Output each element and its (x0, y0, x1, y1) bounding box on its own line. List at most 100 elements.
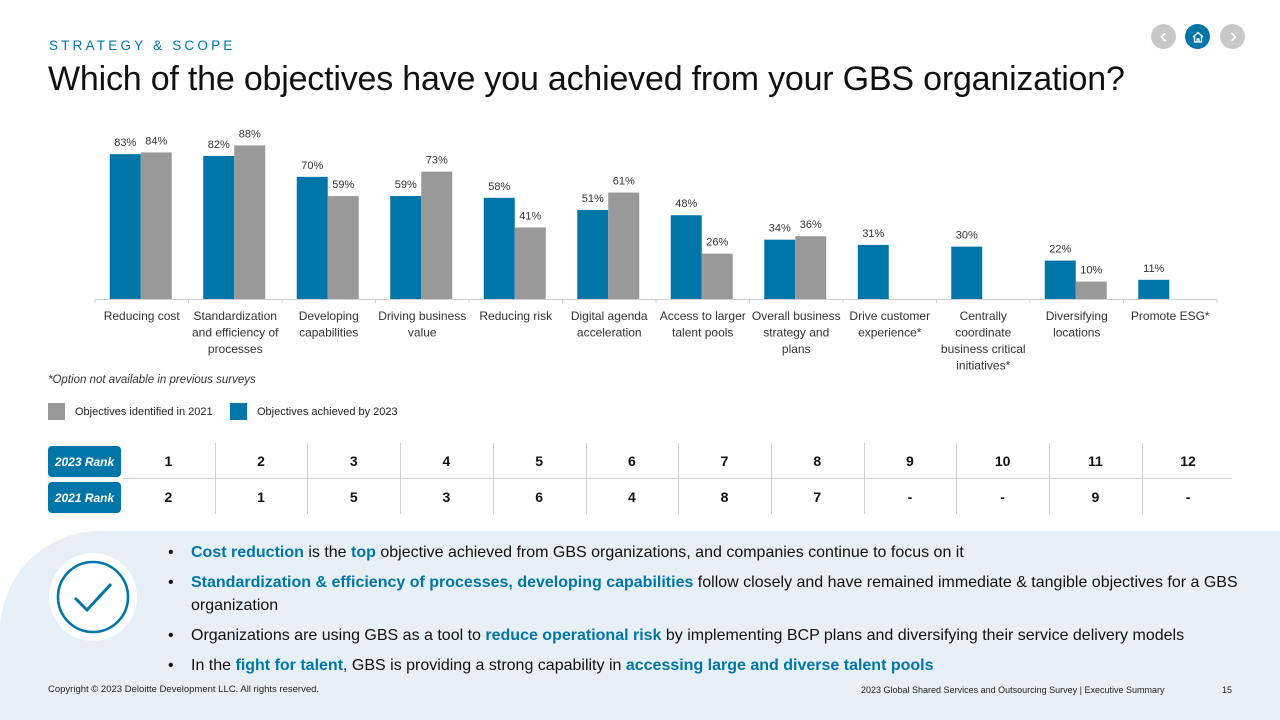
rank-2021-cell: - (1000, 489, 1005, 505)
legend-swatch-2021 (48, 403, 65, 420)
category-label: capabilities (299, 326, 358, 340)
rank-2021-cell: 4 (627, 489, 636, 505)
objectives-bar-chart: 83% 84% Reducing cost 82% 88% Standardization… (94, 128, 1218, 373)
data-label-achieved-2023: 58% (488, 181, 510, 193)
takeaway-highlight: reduce operational risk (485, 627, 662, 644)
home-button[interactable] (1185, 24, 1210, 49)
rank-2023-cell: 7 (720, 453, 729, 469)
rank-column-divider (1049, 443, 1050, 514)
takeaway-text: Organizations are using GBS as a tool to (191, 627, 486, 644)
category-label: experience* (858, 326, 922, 340)
category-label: Overall business (752, 309, 841, 323)
category-label: Reducing cost (104, 309, 181, 323)
legend-label-2021: Objectives identified in 2021 (75, 405, 213, 418)
category-label: strategy and (763, 326, 829, 340)
rank-column-divider (214, 443, 216, 514)
category-label: coordinate (955, 326, 1011, 340)
rank-2021-cell: 5 (349, 489, 358, 505)
rank-2021-cell: 8 (720, 489, 729, 505)
rank-2021-cell: 7 (813, 489, 822, 505)
data-label-identified-2021: 88% (239, 128, 261, 140)
category-label: Access to larger (660, 309, 746, 323)
data-label-achieved-2023: 31% (862, 228, 884, 240)
data-label-achieved-2023: 34% (769, 223, 791, 235)
rank-2023-cell: 6 (627, 453, 636, 469)
bar-achieved-2023 (577, 210, 609, 299)
previous-button[interactable] (1151, 24, 1176, 49)
takeaways-list: Cost reduction is the top objective achi… (166, 541, 1246, 684)
chart-footnote: *Option not available in previous survey… (48, 374, 256, 386)
category-label: processes (208, 342, 263, 356)
rank-2021-cell: 6 (535, 489, 544, 505)
rank-2021-cell: 2 (164, 489, 173, 505)
chevron-right-icon (1230, 31, 1237, 42)
rank-row-2021: 2021 Rank 2 1 5 3 6 4 8 7 - - 9 - (48, 479, 1232, 515)
page-title: Which of the objectives have you achieve… (48, 60, 1125, 98)
bar-achieved-2023 (857, 244, 889, 299)
bar-achieved-2023 (390, 196, 422, 299)
takeaway-item: In the fight for talent, GBS is providin… (166, 654, 1246, 677)
rank-column-divider (770, 443, 772, 514)
data-label-identified-2021: 26% (706, 237, 728, 249)
rank-2023-cell: 10 (994, 453, 1011, 469)
takeaway-item: Cost reduction is the top objective achi… (166, 541, 1246, 564)
category-label: Centrally (960, 309, 1007, 323)
data-label-achieved-2023: 11% (1143, 263, 1164, 275)
category-label: talent pools (672, 326, 733, 340)
bar-identified-2021 (514, 227, 546, 299)
rank-column-divider (1141, 443, 1143, 514)
data-label-identified-2021: 41% (519, 210, 541, 222)
survey-title: 2023 Global Shared Services and Outsourc… (861, 685, 1165, 695)
data-label-achieved-2023: 70% (301, 160, 323, 172)
bar-achieved-2023 (483, 197, 515, 299)
rank-row-2023: 2023 Rank 1 2 3 4 5 6 7 8 9 10 11 12 (48, 443, 1232, 479)
rank-column-divider (492, 443, 494, 514)
rank-column-divider (307, 443, 309, 514)
rank-column-divider (585, 443, 587, 514)
rank-2021-cell: 3 (442, 489, 451, 505)
legend-swatch-2023 (230, 403, 247, 420)
rank-2023-cell: 11 (1087, 453, 1103, 469)
rank-2021-cell: - (1185, 489, 1191, 505)
rank-2023-cell: 12 (1180, 453, 1196, 469)
bar-identified-2021 (140, 152, 172, 299)
rank-2021-cell: - (907, 489, 913, 505)
category-label: and efficiency of (192, 326, 279, 340)
category-label: Reducing risk (479, 309, 553, 323)
category-label: Standardization (194, 309, 277, 323)
page-number: 15 (1222, 685, 1233, 695)
rank-2023-label: 2023 Rank (48, 446, 121, 477)
rank-2023-cell: 9 (906, 453, 914, 469)
takeaway-item: Organizations are using GBS as a tool to… (166, 624, 1246, 647)
data-label-identified-2021: 84% (145, 135, 167, 147)
takeaway-item: Standardization & efficiency of processe… (166, 571, 1246, 617)
rank-2023-cell: 8 (813, 453, 822, 469)
bar-identified-2021 (795, 236, 827, 299)
takeaway-text: is the (303, 544, 352, 561)
rank-2023-cell: 1 (164, 453, 173, 469)
bar-achieved-2023 (1044, 260, 1076, 299)
category-label: Drive customer (849, 309, 930, 323)
section-kicker: STRATEGY & SCOPE (49, 38, 236, 53)
takeaway-highlight: fight for talent (235, 657, 344, 674)
data-label-identified-2021: 73% (426, 155, 448, 167)
rank-column-divider (956, 443, 958, 514)
category-label: initiatives* (956, 359, 1010, 373)
checkmark-badge (49, 553, 137, 641)
category-label: business critical (941, 342, 1026, 356)
bar-achieved-2023 (203, 155, 235, 299)
legend-item-2021: Objectives identified in 2021 (48, 403, 213, 420)
bar-identified-2021 (608, 192, 640, 299)
bar-achieved-2023 (109, 154, 141, 299)
next-button[interactable] (1220, 24, 1245, 49)
data-label-identified-2021: 36% (800, 219, 822, 231)
home-icon (1192, 31, 1203, 43)
data-label-achieved-2023: 59% (395, 179, 417, 191)
rank-2023-cell: 4 (442, 453, 451, 469)
takeaway-text: follow closely and have remained immedia… (191, 574, 1238, 614)
data-label-achieved-2023: 83% (114, 137, 136, 149)
takeaway-text: In the (191, 657, 236, 674)
bar-achieved-2023 (1138, 279, 1170, 299)
bar-achieved-2023 (670, 215, 702, 299)
rank-2021-cell: 9 (1091, 489, 1100, 505)
